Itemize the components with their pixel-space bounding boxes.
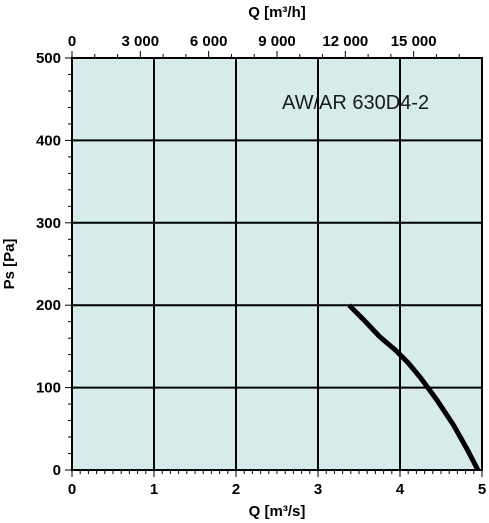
curve-layer	[347, 303, 481, 472]
x2-tick-label: 15 000	[391, 33, 437, 50]
x2-tick-label: 0	[68, 33, 76, 50]
y-tick-labels: 0 100 200 300 400 500	[36, 50, 61, 479]
y-tick-label: 0	[53, 462, 61, 479]
plot-background	[72, 58, 482, 470]
x-tick-label: 3	[314, 481, 322, 498]
x2-axis-title: Q [m³/h]	[248, 4, 306, 21]
fan-curve-line	[347, 303, 481, 472]
x-tick-label: 0	[68, 481, 76, 498]
y-tick-label: 400	[36, 132, 61, 149]
y-tick-label: 100	[36, 380, 61, 397]
x2-tick-labels: 0 3 000 6 000 9 000 12 000 15 000	[68, 33, 437, 50]
y-tick-label: 500	[36, 50, 61, 67]
x-tick-label: 4	[396, 481, 405, 498]
x-tick-label: 2	[232, 481, 240, 498]
x-tick-labels: 0 1 2 3 4 5	[68, 481, 486, 498]
plot-frame	[71, 57, 483, 471]
x2-tick-label: 3 000	[122, 33, 160, 50]
x-tick-label: 1	[150, 481, 158, 498]
y-axis-title: Ps [Pa]	[1, 239, 18, 290]
y-tick-label: 300	[36, 215, 61, 232]
grid-lines	[72, 58, 482, 470]
x2-tick-label: 9 000	[258, 33, 296, 50]
x2-tick-label: 12 000	[322, 33, 368, 50]
y-tick-label: 200	[36, 297, 61, 314]
x-tick-label: 5	[478, 481, 486, 498]
curve-label: AW/AR 630D4-2	[282, 92, 429, 114]
x2-tick-label: 6 000	[190, 33, 228, 50]
x-axis-title: Q [m³/s]	[249, 503, 306, 520]
